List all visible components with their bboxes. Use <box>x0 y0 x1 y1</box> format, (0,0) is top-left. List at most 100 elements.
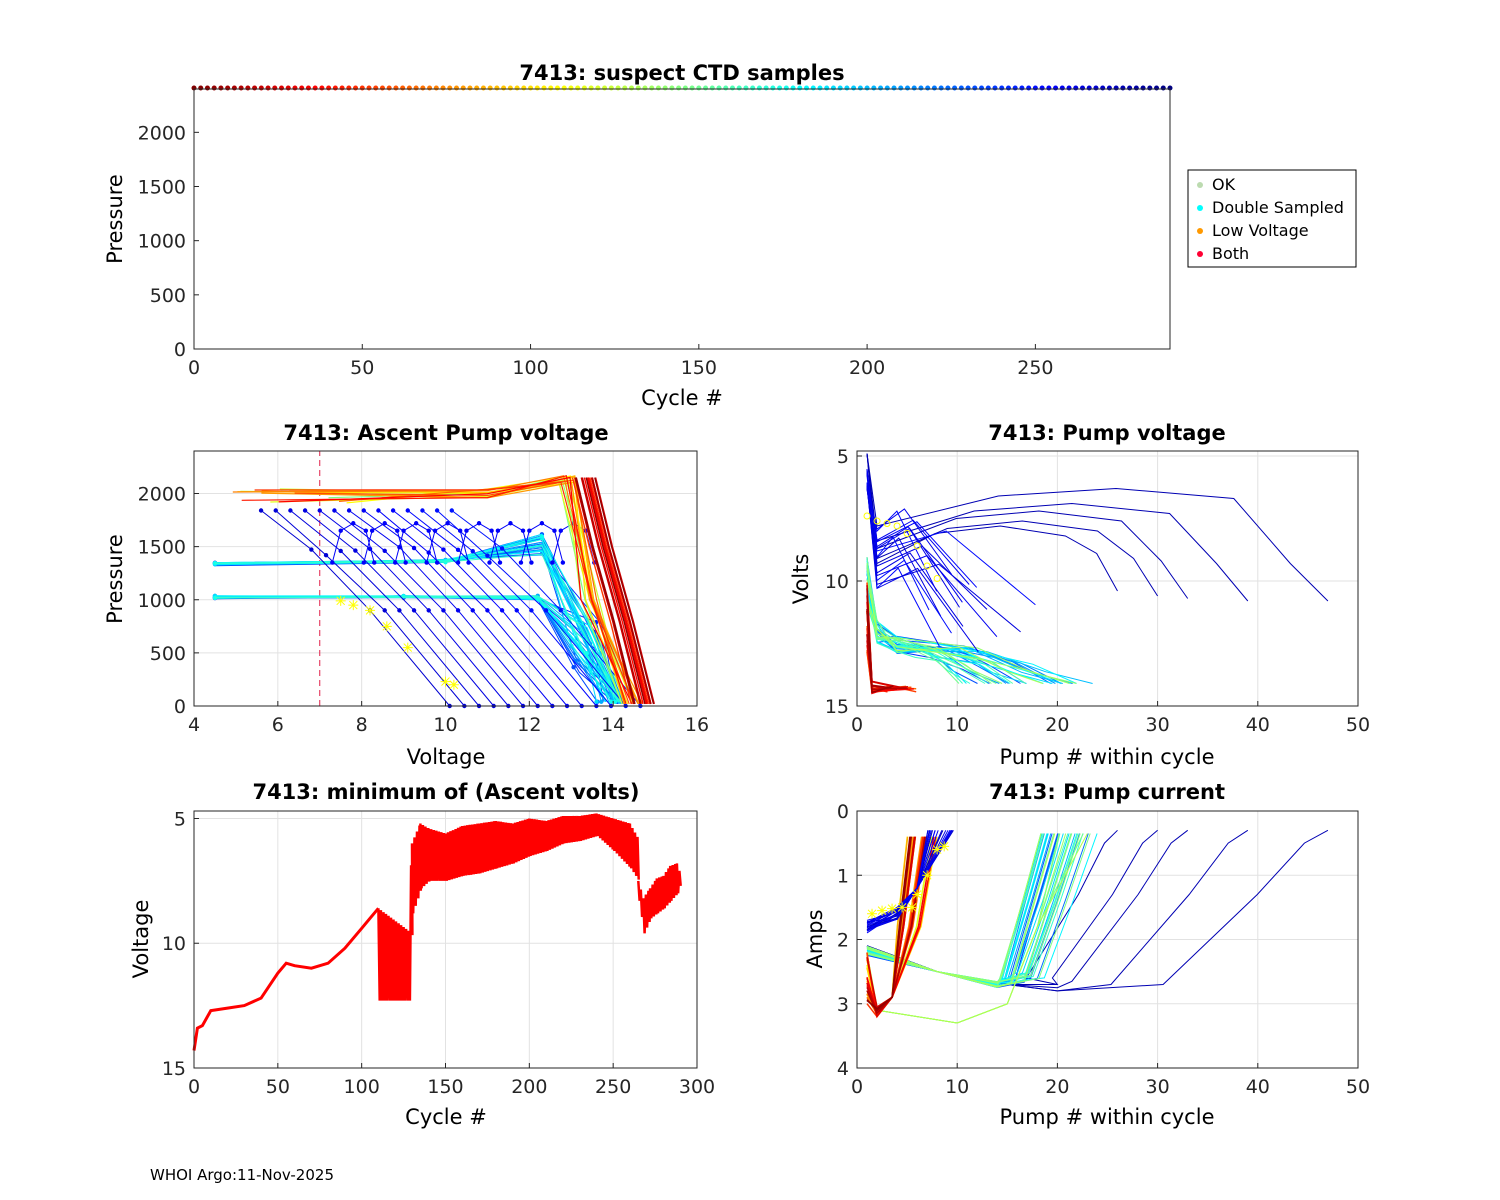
cycle-color-marker <box>743 85 749 91</box>
p2-ytick-label: 0 <box>174 696 186 718</box>
p2-ytick-label: 1500 <box>138 537 186 559</box>
ascent-trace-point <box>539 534 545 539</box>
cycle-color-marker <box>904 85 910 91</box>
p3-xtick-label: 50 <box>1346 714 1370 736</box>
p5-xtick-label: 0 <box>851 1076 863 1098</box>
cycle-color-marker <box>965 85 971 91</box>
cycle-color-marker <box>467 85 473 91</box>
cycle-color-marker <box>709 85 715 91</box>
ascent-trace-point <box>594 699 599 704</box>
pump-voltage-line <box>866 608 894 694</box>
ascent-trace-point <box>426 608 431 613</box>
ascent-trace-point <box>363 528 369 533</box>
ascent-trace <box>363 510 553 707</box>
ascent-trace-point <box>487 560 492 565</box>
cycle-color-marker <box>1059 85 1065 91</box>
p5-ytick-label: 3 <box>837 994 849 1016</box>
legend-marker-double <box>1197 205 1203 211</box>
ascent-trace-point <box>485 608 490 613</box>
p3-xtick-label: 40 <box>1246 714 1270 736</box>
ascent-trace-point <box>455 547 461 553</box>
star-marker <box>335 595 346 606</box>
legend-label-low: Low Voltage <box>1212 221 1309 240</box>
cycle-color-marker <box>420 85 426 91</box>
pump-voltage-line <box>866 485 1021 633</box>
ascent-trace-point <box>441 608 446 613</box>
cycle-color-marker <box>615 85 621 91</box>
ascent-trace-point <box>424 560 429 565</box>
min-volts-line <box>192 907 380 1051</box>
ascent-trace-point <box>426 528 431 533</box>
ascent-trace-point <box>529 608 534 613</box>
cycle-color-marker <box>1133 85 1139 91</box>
ascent-trace-point <box>518 560 524 565</box>
cycle-color-marker <box>406 85 412 91</box>
ascent-trace <box>580 477 641 705</box>
cycle-color-marker <box>864 85 870 91</box>
p5-xtick-label: 50 <box>1346 1076 1370 1098</box>
ascent-trace-point <box>571 665 576 670</box>
ascent-trace <box>334 510 524 707</box>
ascent-trace-point <box>420 508 425 513</box>
ascent-trace-point <box>353 548 358 553</box>
ascent-trace <box>214 538 621 703</box>
ascent-trace <box>591 477 652 705</box>
cycle-color-marker <box>662 85 668 91</box>
p5-xtick-label: 40 <box>1246 1076 1270 1098</box>
ascent-trace-point <box>499 546 505 551</box>
min-volts-line <box>637 863 682 934</box>
ascent-trace-point <box>529 560 534 565</box>
cycle-color-marker <box>750 85 756 91</box>
ascent-trace-point <box>403 560 408 565</box>
ascent-trace <box>278 476 633 705</box>
legend-label-both: Both <box>1212 244 1249 263</box>
p4-ytick-label: 10 <box>162 933 186 955</box>
ascent-trace-point <box>599 699 604 704</box>
ascent-trace <box>451 510 641 707</box>
ascent-trace-point <box>434 508 440 513</box>
p1-ytick-label: 2000 <box>138 122 186 144</box>
cycle-color-marker <box>1019 85 1025 91</box>
ascent-trace-point <box>302 508 308 513</box>
plot5-xlabel: Pump # within cycle <box>1000 1105 1215 1129</box>
cycle-color-marker <box>507 85 513 91</box>
p2-xtick-label: 14 <box>601 714 625 736</box>
cycle-color-marker <box>777 85 783 91</box>
cycle-color-marker <box>332 85 338 91</box>
ascent-trace-point <box>499 608 505 613</box>
cycle-color-marker <box>649 85 655 91</box>
ascent-trace-point <box>372 560 377 565</box>
ascent-trace-point <box>413 521 419 526</box>
ascent-trace-point <box>338 528 343 533</box>
ascent-trace-point <box>330 560 335 565</box>
star-marker <box>922 870 933 881</box>
ascent-trace-point <box>390 508 396 513</box>
min-volts-line <box>377 813 640 1001</box>
cycle-color-marker <box>790 85 796 91</box>
cycle-color-marker <box>979 85 985 91</box>
p5-xtick-label: 20 <box>1045 1076 1069 1098</box>
cycle-color-marker <box>373 85 379 91</box>
plot3-ylabel: Volts <box>789 554 813 605</box>
star-marker <box>907 902 918 913</box>
star-marker <box>365 605 376 616</box>
cycle-color-marker <box>1120 85 1126 91</box>
p2-ytick-label: 500 <box>150 643 186 665</box>
cycle-color-marker <box>231 85 237 91</box>
cycle-color-marker <box>447 85 453 91</box>
p1-background <box>194 89 1170 349</box>
ascent-trace <box>348 510 539 707</box>
star-marker <box>883 520 891 527</box>
star-marker <box>381 621 392 632</box>
p4-ytick-label: 15 <box>162 1058 186 1080</box>
cycle-color-marker <box>1053 85 1059 91</box>
plot4-ylabel: Voltage <box>129 900 153 979</box>
p3-ytick-label: 10 <box>825 571 849 593</box>
cycle-color-marker <box>851 85 857 91</box>
plot5-title: 7413: Pump current <box>989 780 1225 804</box>
cycle-color-marker <box>386 85 392 91</box>
footer-text: WHOI Argo:11-Nov-2025 <box>150 1166 334 1184</box>
p1-border <box>193 88 1171 350</box>
cycle-color-marker <box>857 85 863 91</box>
